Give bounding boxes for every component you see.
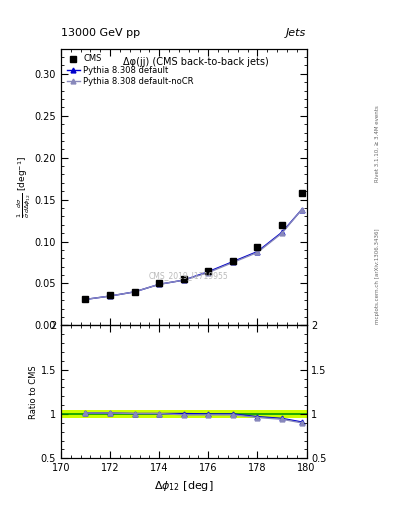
Pythia 8.308 default	[230, 259, 235, 265]
CMS	[255, 244, 260, 250]
Legend: CMS, Pythia 8.308 default, Pythia 8.308 default-noCR: CMS, Pythia 8.308 default, Pythia 8.308 …	[65, 53, 196, 88]
Pythia 8.308 default-noCR	[230, 260, 235, 266]
Pythia 8.308 default-noCR	[157, 281, 162, 287]
Pythia 8.308 default	[108, 293, 112, 299]
Pythia 8.308 default	[255, 248, 260, 254]
Line: Pythia 8.308 default: Pythia 8.308 default	[83, 207, 304, 302]
CMS	[108, 292, 112, 298]
Text: CMS_2019_I1719955: CMS_2019_I1719955	[149, 271, 228, 280]
CMS	[279, 222, 284, 228]
Pythia 8.308 default	[181, 277, 186, 283]
Text: Jets: Jets	[286, 28, 307, 38]
X-axis label: $\Delta\phi_{12}$ [deg]: $\Delta\phi_{12}$ [deg]	[154, 479, 213, 493]
Y-axis label: $\frac{1}{\bar{\sigma}}\frac{d\sigma}{d\Delta\phi_{12}}$ [deg$^{-1}$]: $\frac{1}{\bar{\sigma}}\frac{d\sigma}{d\…	[16, 156, 33, 218]
CMS	[299, 190, 304, 196]
CMS	[206, 268, 211, 274]
Text: 13000 GeV pp: 13000 GeV pp	[61, 28, 140, 38]
Pythia 8.308 default	[83, 296, 88, 303]
Pythia 8.308 default-noCR	[132, 289, 137, 295]
Text: Δφ(jj) (CMS back-to-back jets): Δφ(jj) (CMS back-to-back jets)	[123, 57, 269, 67]
CMS	[132, 289, 137, 295]
Pythia 8.308 default	[132, 289, 137, 295]
CMS	[230, 258, 235, 264]
Pythia 8.308 default	[279, 229, 284, 236]
Line: CMS: CMS	[83, 190, 305, 302]
CMS	[181, 276, 186, 282]
Pythia 8.308 default-noCR	[255, 249, 260, 255]
Pythia 8.308 default-noCR	[299, 206, 304, 212]
Pythia 8.308 default	[299, 206, 304, 212]
Pythia 8.308 default-noCR	[83, 296, 88, 303]
Pythia 8.308 default-noCR	[108, 293, 112, 299]
Pythia 8.308 default	[157, 281, 162, 287]
Text: Rivet 3.1.10, ≥ 3.4M events: Rivet 3.1.10, ≥ 3.4M events	[375, 105, 380, 182]
Y-axis label: Ratio to CMS: Ratio to CMS	[29, 365, 38, 419]
Text: mcplots.cern.ch [arXiv:1306.3436]: mcplots.cern.ch [arXiv:1306.3436]	[375, 229, 380, 324]
Bar	[61, 410, 307, 418]
Pythia 8.308 default-noCR	[279, 230, 284, 236]
Pythia 8.308 default-noCR	[181, 277, 186, 283]
Pythia 8.308 default-noCR	[206, 269, 211, 275]
CMS	[157, 281, 162, 287]
Line: Pythia 8.308 default-noCR: Pythia 8.308 default-noCR	[83, 207, 304, 302]
CMS	[83, 295, 88, 302]
Pythia 8.308 default	[206, 269, 211, 275]
